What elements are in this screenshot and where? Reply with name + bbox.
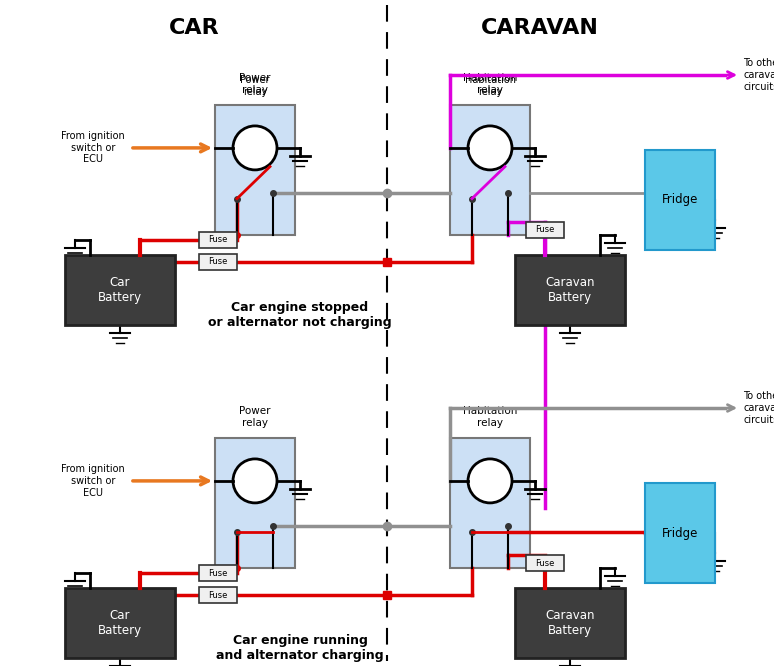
Text: Habitation
relay: Habitation relay	[464, 75, 515, 97]
FancyBboxPatch shape	[526, 222, 564, 238]
FancyBboxPatch shape	[199, 254, 237, 270]
FancyBboxPatch shape	[65, 588, 175, 658]
Text: To other
caravan
circuits: To other caravan circuits	[743, 59, 774, 92]
Text: CAR: CAR	[169, 18, 219, 38]
FancyBboxPatch shape	[215, 438, 295, 568]
Text: Caravan
Battery: Caravan Battery	[545, 609, 594, 637]
Text: From ignition
switch or
ECU: From ignition switch or ECU	[61, 131, 125, 165]
FancyBboxPatch shape	[199, 587, 237, 603]
FancyBboxPatch shape	[450, 438, 530, 568]
Circle shape	[468, 126, 512, 170]
FancyBboxPatch shape	[645, 483, 715, 583]
FancyBboxPatch shape	[515, 588, 625, 658]
FancyBboxPatch shape	[645, 150, 715, 250]
FancyBboxPatch shape	[199, 565, 237, 581]
Text: Habitation
relay: Habitation relay	[463, 73, 517, 95]
Text: Fuse: Fuse	[208, 258, 228, 266]
Text: Fuse: Fuse	[536, 226, 555, 234]
Text: From ignition
switch or
ECU: From ignition switch or ECU	[61, 464, 125, 498]
Circle shape	[233, 126, 277, 170]
FancyBboxPatch shape	[199, 232, 237, 248]
Text: Power
relay: Power relay	[239, 406, 271, 428]
Text: Car
Battery: Car Battery	[98, 609, 142, 637]
Text: Power
relay: Power relay	[239, 73, 271, 95]
Text: Fuse: Fuse	[208, 591, 228, 599]
Text: Car engine running
and alternator charging: Car engine running and alternator chargi…	[216, 634, 384, 662]
Text: Fuse: Fuse	[536, 559, 555, 567]
Text: Power
relay: Power relay	[240, 75, 270, 97]
Text: Car
Battery: Car Battery	[98, 276, 142, 304]
Circle shape	[233, 459, 277, 503]
Text: Habitation
relay: Habitation relay	[463, 406, 517, 428]
Text: To other
caravan
circuits: To other caravan circuits	[743, 392, 774, 425]
Circle shape	[468, 459, 512, 503]
Text: Fuse: Fuse	[208, 236, 228, 244]
Text: Fridge: Fridge	[662, 527, 698, 539]
Text: Fuse: Fuse	[208, 569, 228, 577]
Text: Caravan
Battery: Caravan Battery	[545, 276, 594, 304]
FancyBboxPatch shape	[65, 255, 175, 325]
FancyBboxPatch shape	[515, 255, 625, 325]
Text: Car engine stopped
or alternator not charging: Car engine stopped or alternator not cha…	[208, 301, 392, 329]
FancyBboxPatch shape	[450, 105, 530, 235]
FancyBboxPatch shape	[215, 105, 295, 235]
Text: CARAVAN: CARAVAN	[481, 18, 599, 38]
FancyBboxPatch shape	[526, 555, 564, 571]
Text: Fridge: Fridge	[662, 194, 698, 206]
